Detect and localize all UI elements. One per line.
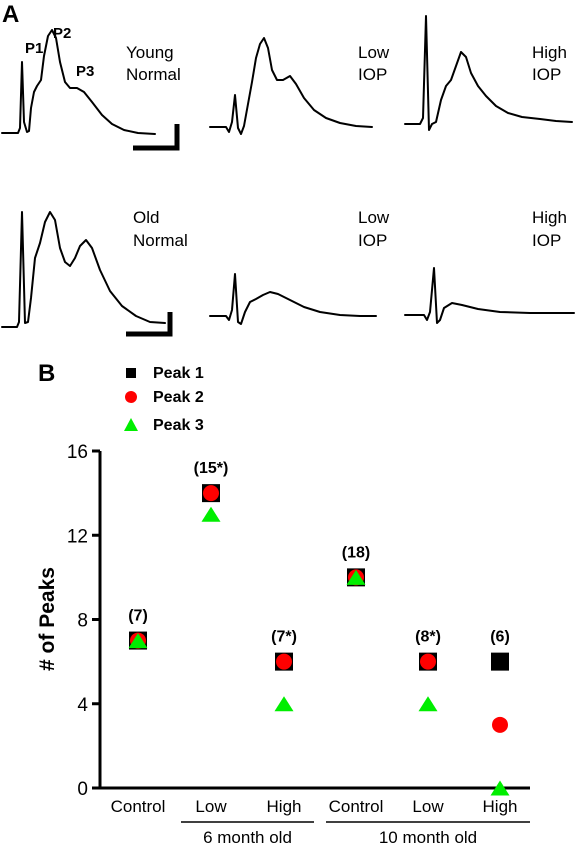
sample-size-label: (7*): [271, 629, 297, 646]
trace-label-old-low-2: IOP: [358, 231, 387, 250]
sample-size-label: (15*): [194, 460, 229, 477]
data-point-peak-3: [128, 633, 148, 649]
x-category-label: Low: [195, 797, 227, 816]
peak-label-p1: P1: [25, 40, 43, 57]
trace-label-old-low-1: Low: [358, 208, 390, 227]
sample-size-label: (7): [128, 608, 148, 625]
y-tick-label: 8: [77, 611, 88, 632]
x-group-labels: 6 month old 10 month old: [181, 821, 530, 847]
panel-b-letter: B: [38, 360, 55, 387]
group-label: 6 month old: [203, 828, 292, 847]
trace-label-young-high-1: High: [532, 43, 567, 62]
data-points: [128, 484, 510, 796]
sample-size-label: (6): [490, 629, 510, 646]
panel-a-letter: A: [2, 1, 19, 28]
data-point-peak-2: [276, 653, 292, 670]
y-ticks: 0 4 8 12 16: [67, 442, 100, 800]
sample-size-label: (18): [342, 544, 370, 561]
legend-peak-2-label: Peak 2: [153, 389, 204, 406]
x-category-label: Control: [111, 797, 166, 816]
data-point-peak-3: [346, 569, 366, 585]
trace-label-old-high-1: High: [532, 208, 567, 227]
data-point-peak-3: [490, 780, 510, 796]
trace-label-young-normal-2: Normal: [126, 65, 181, 84]
y-axis-title: # of Peaks: [36, 567, 59, 671]
legend-peak-3-label: Peak 3: [153, 417, 204, 434]
group-label: 10 month old: [379, 828, 477, 847]
sample-size-labels: (7) (15*) (7*) (18) (8*) (6): [128, 460, 510, 646]
peak-label-p3: P3: [76, 63, 94, 80]
x-category-label: Control: [329, 797, 384, 816]
y-tick-label: 4: [77, 695, 88, 716]
peak-label-p2: P2: [53, 25, 71, 42]
trace-old-low-iop: [209, 273, 377, 325]
legend-peak-2-marker: [125, 391, 137, 403]
x-category-label: High: [267, 797, 302, 816]
trace-young-low-iop: [209, 37, 373, 135]
legend-peak-1-label: Peak 1: [153, 365, 204, 382]
trace-label-young-high-2: IOP: [532, 65, 561, 84]
y-tick-label: 12: [67, 526, 88, 547]
trace-young-normal: [1, 29, 156, 135]
y-tick-label: 16: [67, 442, 88, 463]
data-point-peak-3: [201, 506, 221, 522]
trace-label-old-normal-1: Old: [133, 208, 159, 227]
panel-b: B Peak 1 Peak 2 Peak 3 # of Peaks 0 4 8 12 1…: [36, 360, 530, 847]
scale-bar-bottom: [126, 312, 173, 337]
data-point-peak-2: [492, 716, 508, 733]
trace-old-high-iop: [404, 267, 575, 324]
y-tick-label: 0: [77, 779, 88, 800]
x-category-labels: Control Low High Control Low High: [111, 797, 518, 816]
sample-size-label: (8*): [415, 629, 441, 646]
scale-bar-top: [133, 124, 180, 151]
x-category-label: High: [483, 797, 518, 816]
data-point-peak-1: [491, 652, 509, 671]
trace-old-normal: [1, 211, 166, 328]
data-point-peak-3: [418, 696, 438, 712]
legend-peak-1-marker: [126, 368, 136, 378]
data-point-peak-2: [203, 485, 219, 502]
trace-young-high-iop: [404, 15, 573, 131]
legend: Peak 1 Peak 2 Peak 3: [124, 365, 204, 434]
trace-label-old-normal-2: Normal: [133, 231, 188, 250]
data-point-peak-2: [420, 653, 436, 670]
panel-a: A P1 P2 P3 Young Normal Low IOP High IOP…: [1, 1, 575, 337]
trace-label-young-low-2: IOP: [358, 65, 387, 84]
trace-label-old-high-2: IOP: [532, 231, 561, 250]
legend-peak-3-marker: [124, 418, 138, 431]
trace-label-young-normal-1: Young: [126, 43, 174, 62]
x-category-label: Low: [412, 797, 444, 816]
trace-label-young-low-1: Low: [358, 43, 390, 62]
data-point-peak-3: [274, 696, 294, 712]
